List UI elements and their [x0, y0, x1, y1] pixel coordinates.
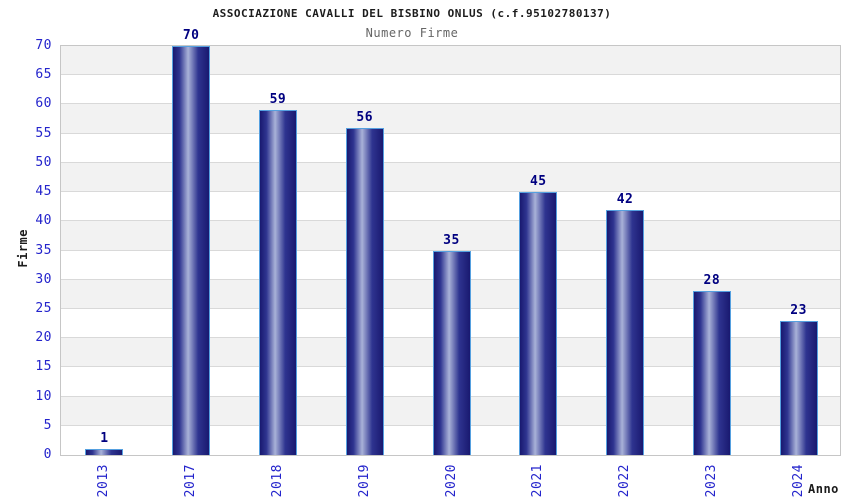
- y-tick-label: 50: [35, 154, 52, 170]
- x-axis-title: Anno: [808, 482, 839, 496]
- bar-2024: [779, 320, 818, 455]
- gridline: [61, 249, 840, 251]
- chart-subtitle: Numero Firme: [365, 26, 459, 40]
- gridline: [61, 161, 840, 163]
- bar-2013: [85, 449, 124, 455]
- y-tick-label: 40: [35, 213, 52, 229]
- bar-value-label: 28: [703, 273, 721, 289]
- y-tick-label: 70: [35, 38, 52, 53]
- bar-2018: [258, 110, 297, 455]
- y-tick-label: 0: [43, 447, 52, 462]
- x-tick-label: 2018: [269, 464, 285, 498]
- bar-2021: [519, 192, 558, 455]
- gridline: [61, 74, 840, 76]
- bar-2023: [692, 291, 731, 455]
- bar-2019: [345, 127, 384, 455]
- bar-2017: [172, 46, 211, 455]
- y-tick-label: 65: [35, 67, 52, 83]
- y-tick-label: 30: [35, 271, 52, 287]
- bar-value-label: 23: [790, 302, 807, 318]
- y-tick-label: 45: [35, 184, 52, 200]
- bar-2022: [606, 209, 645, 455]
- x-tick-label: 2024: [790, 464, 806, 498]
- x-tick-label: 2017: [183, 464, 199, 498]
- gridline: [61, 103, 840, 105]
- chart-title: ASSOCIAZIONE CAVALLI DEL BISBINO ONLUS (…: [212, 7, 612, 20]
- x-tick-label: 2019: [356, 464, 372, 498]
- bar-value-label: 70: [182, 28, 200, 43]
- y-tick-label: 10: [35, 388, 52, 404]
- bar-value-label: 56: [356, 109, 374, 125]
- bar-value-label: 1: [100, 431, 109, 447]
- bar-value-label: 45: [529, 174, 547, 190]
- plot-area: 1 70 59 56 35 45 42 28 23: [60, 28, 841, 456]
- y-tick-label: 5: [43, 417, 52, 433]
- bar-2020: [432, 250, 471, 455]
- y-tick-label: 60: [35, 96, 52, 112]
- x-tick-label: 2020: [443, 464, 459, 498]
- x-tick-label: 2023: [703, 464, 719, 498]
- gridline: [61, 132, 840, 134]
- gridline: [61, 191, 840, 193]
- bar-value-label: 59: [269, 92, 287, 108]
- gridline: [61, 220, 840, 222]
- bar-value-label: 42: [616, 191, 634, 207]
- x-tick-label: 2021: [530, 464, 546, 498]
- y-tick-label: 35: [35, 242, 52, 258]
- x-tick-label: 2022: [617, 464, 633, 498]
- y-tick-label: 55: [35, 125, 52, 141]
- y-tick-label: 15: [35, 359, 52, 375]
- bar-value-label: 35: [443, 232, 460, 248]
- y-tick-label: 25: [35, 300, 52, 316]
- x-tick-label: 2013: [96, 464, 112, 498]
- y-tick-label: 20: [35, 330, 52, 346]
